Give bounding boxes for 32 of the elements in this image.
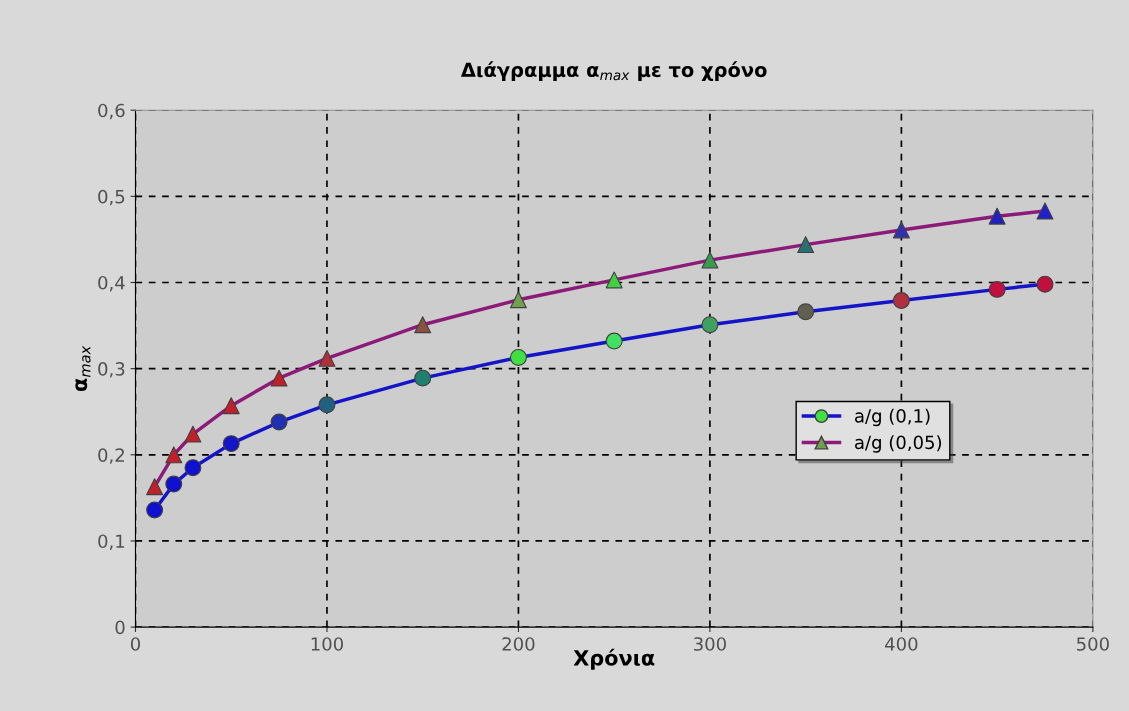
point <box>509 291 527 309</box>
point <box>184 425 202 443</box>
x-tick-label: 200 <box>502 637 535 651</box>
point <box>892 221 910 239</box>
chart-title: Διάγραμμα α$_{max}$ με το χρόνο <box>460 61 767 81</box>
y-tick-label: 0 <box>115 620 125 635</box>
x-tick-label: 500 <box>1077 637 1109 651</box>
point <box>146 478 164 496</box>
x-axis-title: Χρόνια <box>573 648 655 670</box>
x-tick-label: 100 <box>311 637 343 651</box>
y-axis-title: α$_{max}$ <box>75 345 91 392</box>
legend-label: a/g (0,1) <box>855 408 930 427</box>
point <box>605 271 623 289</box>
point <box>988 207 1006 225</box>
point <box>318 349 336 367</box>
x-tick-label: 400 <box>885 637 918 651</box>
point <box>165 446 183 464</box>
legend-label: a/g (0,05) <box>855 435 942 453</box>
x-tick-label: 300 <box>694 637 726 651</box>
y-tick-label: 0,4 <box>98 275 125 292</box>
y-tick-label: 0,1 <box>98 534 125 550</box>
point <box>1036 202 1054 220</box>
x-tick-label: 0 <box>130 637 141 651</box>
y-tick-label: 0,5 <box>98 189 125 206</box>
point <box>701 251 719 269</box>
point <box>414 316 432 334</box>
point <box>270 369 288 387</box>
point <box>797 236 815 254</box>
y-tick-label: 0,6 <box>98 103 125 120</box>
y-tick-label: 0,3 <box>98 362 125 378</box>
y-tick-label: 0,2 <box>98 448 124 464</box>
point <box>222 397 240 415</box>
